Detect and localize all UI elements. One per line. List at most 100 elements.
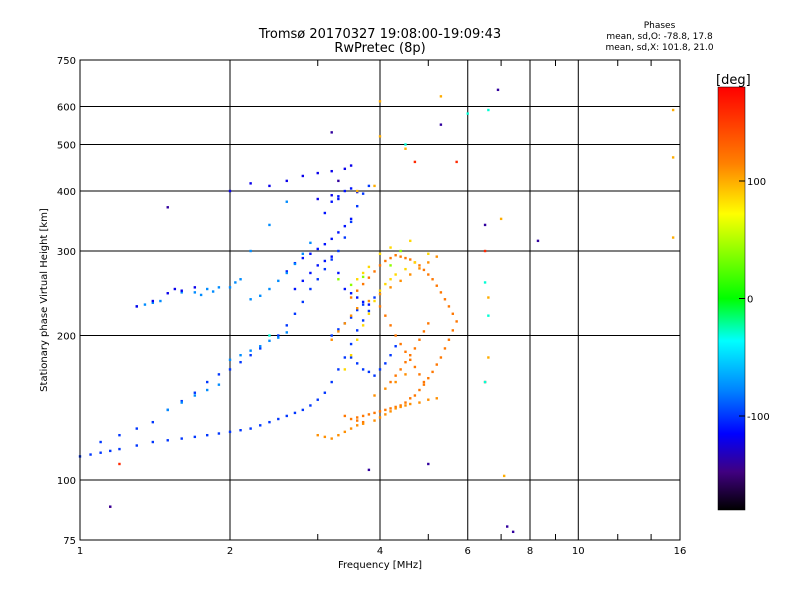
data-point bbox=[451, 312, 455, 315]
data-point bbox=[343, 430, 347, 434]
data-point bbox=[323, 391, 327, 394]
data-point bbox=[361, 324, 365, 327]
data-point bbox=[268, 334, 271, 337]
data-point bbox=[367, 309, 371, 313]
data-point bbox=[249, 353, 252, 357]
data-point bbox=[301, 174, 305, 178]
data-points bbox=[78, 88, 675, 534]
x-tick-label: 1 bbox=[77, 546, 83, 557]
data-point bbox=[422, 268, 426, 272]
data-point bbox=[487, 356, 490, 359]
data-point bbox=[427, 261, 430, 264]
data-point bbox=[337, 179, 340, 183]
data-point bbox=[394, 374, 397, 377]
data-point bbox=[330, 200, 333, 203]
data-point bbox=[499, 217, 503, 221]
data-point bbox=[118, 462, 121, 466]
data-point bbox=[118, 433, 121, 437]
data-point bbox=[193, 435, 197, 439]
data-point bbox=[422, 330, 426, 333]
data-point bbox=[378, 252, 382, 256]
data-point bbox=[180, 401, 183, 404]
data-point bbox=[418, 388, 421, 392]
data-point bbox=[394, 273, 397, 276]
data-point bbox=[404, 404, 407, 407]
colorbar-ticks: 100 0 -100 bbox=[739, 177, 770, 423]
data-point bbox=[384, 282, 387, 286]
data-point bbox=[394, 405, 397, 409]
data-point bbox=[143, 303, 147, 306]
data-point bbox=[323, 242, 327, 246]
data-point bbox=[378, 305, 382, 308]
data-point bbox=[180, 291, 183, 294]
data-point bbox=[496, 88, 500, 92]
data-point bbox=[487, 296, 490, 299]
data-point bbox=[109, 449, 112, 453]
data-point bbox=[277, 417, 280, 421]
data-point bbox=[330, 131, 333, 134]
data-point bbox=[355, 307, 359, 310]
data-point bbox=[427, 376, 430, 380]
data-point bbox=[502, 474, 506, 478]
data-point bbox=[367, 303, 371, 306]
data-point bbox=[355, 424, 359, 427]
data-point bbox=[301, 252, 305, 256]
data-point bbox=[435, 255, 438, 258]
data-point bbox=[439, 356, 443, 359]
data-point bbox=[199, 293, 203, 297]
grid-lines bbox=[80, 60, 680, 540]
data-point bbox=[337, 433, 340, 437]
data-point bbox=[330, 334, 333, 337]
data-point bbox=[422, 380, 426, 384]
data-point bbox=[316, 247, 319, 251]
data-point bbox=[159, 299, 162, 303]
data-point bbox=[349, 316, 353, 319]
data-point bbox=[343, 414, 347, 418]
x-tick-label: 2 bbox=[227, 546, 233, 557]
data-point bbox=[268, 420, 271, 424]
x-tick-label: 8 bbox=[527, 546, 533, 557]
data-point bbox=[384, 387, 387, 390]
data-point bbox=[343, 287, 347, 291]
data-point bbox=[118, 447, 121, 451]
data-point bbox=[349, 217, 353, 221]
data-point bbox=[455, 320, 458, 323]
data-point bbox=[389, 407, 392, 410]
data-point bbox=[309, 404, 312, 407]
data-point bbox=[536, 239, 540, 243]
data-point bbox=[378, 292, 382, 296]
data-point bbox=[505, 525, 509, 528]
data-point bbox=[373, 374, 376, 377]
data-point bbox=[193, 291, 197, 294]
data-point bbox=[409, 273, 412, 276]
colorbar-label: [deg] bbox=[716, 73, 751, 88]
data-point bbox=[361, 303, 365, 306]
data-point bbox=[234, 281, 237, 284]
data-point bbox=[447, 305, 451, 308]
data-point bbox=[268, 184, 271, 188]
data-point bbox=[435, 284, 438, 287]
data-point bbox=[330, 237, 333, 241]
data-point bbox=[173, 287, 177, 291]
data-point bbox=[409, 258, 412, 261]
data-point bbox=[443, 298, 447, 301]
data-point bbox=[483, 380, 487, 384]
plot-frame bbox=[79, 59, 681, 541]
data-point bbox=[389, 324, 392, 327]
data-point bbox=[135, 305, 138, 308]
data-point bbox=[337, 368, 340, 371]
data-point bbox=[323, 259, 327, 263]
data-point bbox=[418, 267, 421, 270]
data-point bbox=[427, 273, 430, 276]
x-tick-label: 6 bbox=[465, 546, 471, 557]
data-point bbox=[389, 380, 392, 384]
y-tick-label: 400 bbox=[57, 187, 76, 198]
data-point bbox=[671, 236, 675, 239]
data-point bbox=[394, 345, 397, 348]
data-point bbox=[355, 329, 359, 332]
data-point bbox=[135, 427, 138, 430]
data-point bbox=[378, 264, 382, 267]
data-point bbox=[367, 468, 371, 472]
data-point bbox=[483, 249, 487, 253]
